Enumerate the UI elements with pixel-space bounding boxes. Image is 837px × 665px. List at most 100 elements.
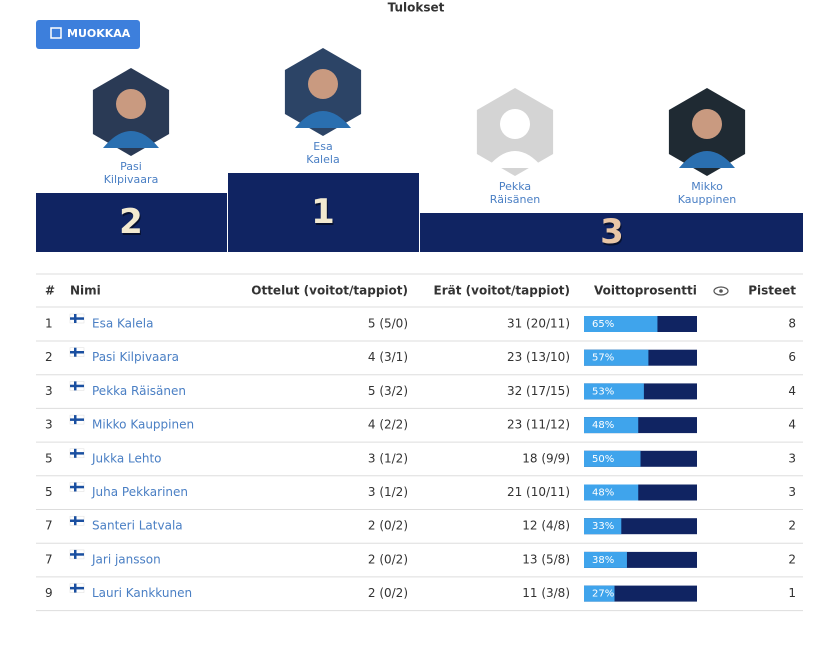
player-name[interactable]: Santeri Latvala <box>92 519 183 533</box>
matches: 5 (5/0) <box>368 317 408 331</box>
points: 2 <box>788 552 796 566</box>
header-rank: # <box>45 284 55 298</box>
player-name[interactable]: Esa Kalela <box>92 317 153 331</box>
win-bar <box>584 585 615 602</box>
page-title: Tulokset <box>388 1 445 15</box>
avatar-body <box>487 151 543 168</box>
matches: 4 (2/2) <box>368 418 408 432</box>
podium-block <box>420 213 803 252</box>
player-name[interactable]: Pasi Kilpivaara <box>92 350 179 364</box>
flag-cross <box>70 384 84 388</box>
rank: 9 <box>45 586 53 600</box>
frames: 18 (9/9) <box>522 451 570 465</box>
podium-place: 2 <box>119 202 143 242</box>
frames: 31 (20/11) <box>507 317 570 331</box>
button-bg[interactable] <box>36 20 140 49</box>
podium-place: 1 <box>311 192 335 232</box>
player-last-name[interactable]: Kauppinen <box>678 193 736 206</box>
results-table: # Nimi Ottelut (voitot/tappiot) Erät (voito… <box>36 273 803 612</box>
player-name[interactable]: Jari jansson <box>91 552 161 566</box>
points: 6 <box>788 350 796 364</box>
points: 1 <box>788 586 796 600</box>
podium-block <box>228 173 419 252</box>
podium-place: 3 <box>601 214 625 254</box>
win-pct-label: 48% <box>592 488 614 499</box>
frames: 32 (17/15) <box>507 384 570 398</box>
rank: 2 <box>45 350 53 364</box>
edit-icon <box>50 27 62 39</box>
avatar-head <box>308 69 338 99</box>
player-name[interactable]: Mikko Kauppinen <box>92 418 194 432</box>
avatar-body <box>295 111 351 128</box>
avatar-body <box>679 151 735 168</box>
podium-place: 3 <box>600 212 624 252</box>
rank: 7 <box>45 519 53 533</box>
win-pct-label: 27% <box>592 589 614 600</box>
player-name[interactable]: Pekka Räisänen <box>92 384 186 398</box>
flag-cross <box>70 553 84 556</box>
header-matches: Ottelut (voitot/tappiot) <box>251 284 408 298</box>
win-bar <box>584 417 639 434</box>
frames: 13 (5/8) <box>522 552 570 566</box>
player-last-name[interactable]: Räisänen <box>490 193 540 206</box>
win-pct-label: 65% <box>592 319 614 330</box>
frames: 23 (11/12) <box>507 418 570 432</box>
button-label[interactable]: MUOKKAA <box>67 27 131 40</box>
points: 3 <box>788 485 796 499</box>
frames: 11 (3/8) <box>522 586 570 600</box>
player-first-name[interactable]: Mikko <box>691 180 723 193</box>
avatar-body <box>103 131 159 148</box>
matches: 2 (0/2) <box>368 586 408 600</box>
player-last-name[interactable]: Kilpivaara <box>104 173 159 186</box>
win-pct-label: 50% <box>592 454 614 465</box>
eye-pupil <box>719 289 723 293</box>
win-pct-label: 33% <box>592 521 614 532</box>
rank: 5 <box>45 485 53 499</box>
podium-place: 2 <box>120 204 144 244</box>
podium-block <box>36 193 227 252</box>
points: 4 <box>788 384 796 398</box>
header-win-pct: Voittoprosentti <box>594 284 697 298</box>
flag-cross <box>70 418 84 421</box>
eye-icon[interactable] <box>713 286 729 296</box>
player-name[interactable]: Lauri Kankkunen <box>92 586 192 600</box>
matches: 2 (0/2) <box>368 552 408 566</box>
win-bar <box>584 450 641 467</box>
header-name: Nimi <box>70 284 101 298</box>
rank: 7 <box>45 552 53 566</box>
flag-cross <box>70 519 84 522</box>
points: 8 <box>788 317 796 331</box>
avatar-head <box>692 109 722 139</box>
matches: 2 (0/2) <box>368 519 408 533</box>
win-bar <box>584 316 658 332</box>
win-bar <box>584 349 649 366</box>
player-first-name[interactable]: Pekka <box>499 180 531 193</box>
player-name[interactable]: Juha Pekkarinen <box>91 485 188 499</box>
win-pct-label: 53% <box>592 386 614 397</box>
win-bar <box>584 518 622 535</box>
points: 2 <box>788 519 796 533</box>
player-name[interactable]: Jukka Lehto <box>91 451 162 465</box>
flag-cross <box>70 351 84 354</box>
win-pct-label: 38% <box>592 555 614 566</box>
points: 4 <box>788 418 796 432</box>
win-pct-label: 57% <box>592 353 614 364</box>
frames: 23 (13/10) <box>507 350 570 364</box>
flag-cross <box>70 586 84 590</box>
win-bar <box>584 484 639 501</box>
player-first-name[interactable]: Pasi <box>120 160 142 173</box>
win-bar <box>584 551 627 568</box>
frames: 12 (4/8) <box>522 519 570 533</box>
matches: 4 (3/1) <box>368 350 408 364</box>
player-first-name[interactable]: Esa <box>313 140 332 153</box>
rank: 3 <box>45 384 53 398</box>
avatar-head <box>116 89 146 119</box>
player-last-name[interactable]: Kalela <box>306 153 339 166</box>
frames: 21 (10/11) <box>507 485 570 499</box>
flag-cross <box>70 452 84 455</box>
rank: 3 <box>45 418 53 432</box>
matches: 3 (1/2) <box>368 451 408 465</box>
podium: PasiKilpivaara22EsaKalela11PekkaRäisänen… <box>36 48 803 254</box>
edit-button[interactable]: MUOKKAA <box>36 20 140 49</box>
